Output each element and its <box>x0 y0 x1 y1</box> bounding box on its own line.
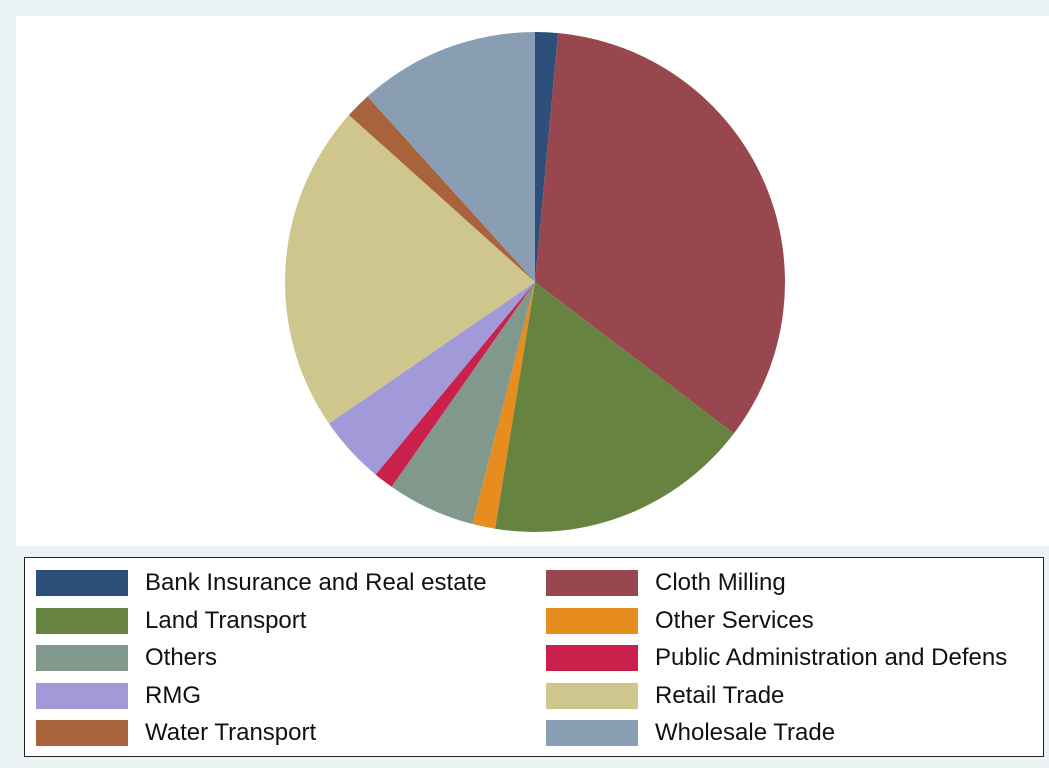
legend-item: RMG <box>36 681 201 711</box>
legend-item: Bank Insurance and Real estate <box>36 568 487 598</box>
pie-slice-retail-trade <box>284 115 535 424</box>
legend-swatch <box>36 607 128 634</box>
legend-item: Public Administration and Defens <box>546 643 1007 673</box>
legend-item: Wholesale Trade <box>546 718 835 748</box>
legend-swatch <box>36 570 128 596</box>
pie-slice-cloth-milling <box>535 33 786 434</box>
legend-label: Cloth Milling <box>655 569 786 596</box>
legend-label: Bank Insurance and Real estate <box>145 569 487 596</box>
legend-swatch <box>546 645 638 671</box>
legend-label: RMG <box>145 681 201 709</box>
legend-item: Land Transport <box>36 606 306 636</box>
legend-item: Other Services <box>546 606 814 636</box>
legend-label: Others <box>145 644 218 671</box>
legend-label: Water Transport <box>145 719 317 746</box>
legend-swatch <box>36 682 128 709</box>
legend-label: Other Services <box>655 606 814 634</box>
pie-chart <box>284 31 786 533</box>
legend-item: Retail Trade <box>546 681 784 711</box>
legend-label: Wholesale Trade <box>655 719 836 746</box>
legend-swatch <box>546 720 638 746</box>
pie-slice-public-administration-and-defens <box>375 282 535 487</box>
legend-swatch <box>546 570 638 596</box>
legend-item: Cloth Milling <box>546 568 786 598</box>
pie-slice-others <box>391 282 535 525</box>
pie-slice-wholesale-trade <box>367 31 535 283</box>
legend-swatch <box>546 607 638 634</box>
legend-label: Land Transport <box>145 606 307 634</box>
legend-label: Public Administration and Defens <box>655 644 1008 671</box>
pie-slice-bank-insurance-and-real-estate <box>535 32 559 282</box>
pie-slice-rmg <box>328 282 535 475</box>
pie-slice-water-transport <box>348 96 535 282</box>
legend-label: Retail Trade <box>655 681 785 709</box>
legend-item: Water Transport <box>36 718 316 748</box>
plot-area <box>16 16 1049 546</box>
legend-swatch <box>36 645 128 671</box>
pie-slice-other-services <box>472 282 535 529</box>
pie-slice-land-transport <box>495 282 734 533</box>
legend: Bank Insurance and Real estate Cloth Mill… <box>24 557 1044 757</box>
legend-item: Others <box>36 643 217 673</box>
legend-swatch <box>36 720 128 746</box>
legend-swatch <box>546 682 638 709</box>
